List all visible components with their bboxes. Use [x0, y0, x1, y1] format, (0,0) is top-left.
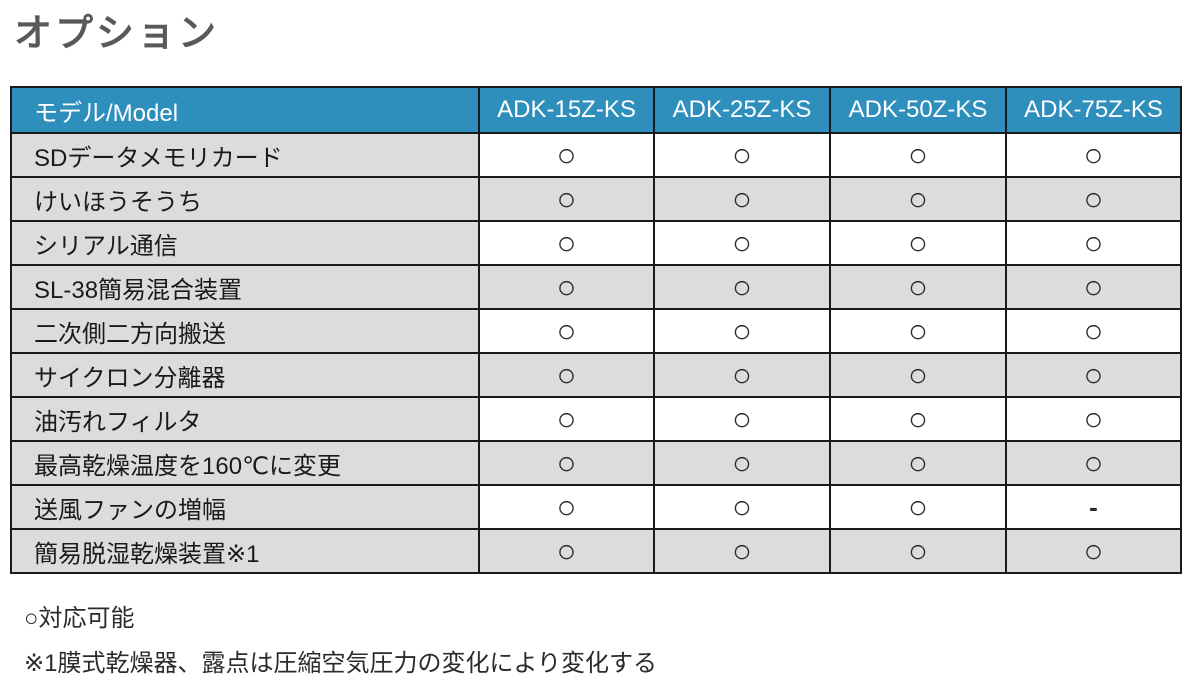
available-circle-mark: ○	[653, 308, 831, 354]
available-circle-mark: ○	[829, 308, 1007, 354]
available-circle-mark: ○	[1005, 220, 1182, 266]
table-row: サイクロン分離器 ○ ○ ○ ○	[10, 352, 1182, 398]
available-circle-mark: ○	[478, 352, 655, 398]
available-circle-mark: ○	[1005, 132, 1182, 178]
option-label: シリアル通信	[10, 220, 480, 266]
option-label: 最高乾燥温度を160℃に変更	[10, 440, 480, 486]
available-circle-mark: ○	[829, 440, 1007, 486]
options-table: モデル/Model ADK-15Z-KS ADK-25Z-KS ADK-50Z-…	[10, 86, 1182, 574]
available-circle-mark: ○	[478, 176, 655, 222]
table-row: 最高乾燥温度を160℃に変更 ○ ○ ○ ○	[10, 440, 1182, 486]
option-label: サイクロン分離器	[10, 352, 480, 398]
option-label: けいほうそうち	[10, 176, 480, 222]
option-label: 簡易脱湿乾燥装置※1	[10, 528, 480, 574]
option-label: SL-38簡易混合装置	[10, 264, 480, 310]
available-circle-mark: ○	[1005, 264, 1182, 310]
legend-available: ○対応可能	[24, 605, 135, 632]
column-header-model: モデル/Model	[10, 86, 480, 134]
available-circle-mark: ○	[478, 308, 655, 354]
legend-footnote-1: ※1膜式乾燥器、露点は圧縮空気圧力の変化により変化する	[24, 650, 657, 677]
available-circle-mark: ○	[829, 132, 1007, 178]
column-header-adk-15z-ks: ADK-15Z-KS	[478, 86, 655, 134]
available-circle-mark: ○	[653, 132, 831, 178]
available-circle-mark: ○	[478, 220, 655, 266]
available-circle-mark: ○	[1005, 396, 1182, 442]
available-circle-mark: ○	[1005, 352, 1182, 398]
available-circle-mark: ○	[653, 220, 831, 266]
available-circle-mark: ○	[653, 264, 831, 310]
table-row: 二次側二方向搬送 ○ ○ ○ ○	[10, 308, 1182, 354]
available-circle-mark: ○	[653, 396, 831, 442]
available-circle-mark: ○	[1005, 528, 1182, 574]
available-circle-mark: ○	[829, 396, 1007, 442]
available-circle-mark: ○	[1005, 440, 1182, 486]
option-label: 送風ファンの増幅	[10, 484, 480, 530]
option-label: 二次側二方向搬送	[10, 308, 480, 354]
available-circle-mark: ○	[653, 176, 831, 222]
option-label: 油汚れフィルタ	[10, 396, 480, 442]
column-header-adk-50z-ks: ADK-50Z-KS	[829, 86, 1007, 134]
table-row: SDデータメモリカード ○ ○ ○ ○	[10, 132, 1182, 178]
available-circle-mark: ○	[478, 396, 655, 442]
available-circle-mark: ○	[653, 484, 831, 530]
available-circle-mark: ○	[1005, 176, 1182, 222]
available-circle-mark: ○	[829, 264, 1007, 310]
available-circle-mark: ○	[829, 528, 1007, 574]
available-circle-mark: ○	[829, 220, 1007, 266]
table-header-row: モデル/Model ADK-15Z-KS ADK-25Z-KS ADK-50Z-…	[10, 86, 1182, 134]
available-circle-mark: ○	[478, 132, 655, 178]
available-circle-mark: ○	[478, 484, 655, 530]
option-label: SDデータメモリカード	[10, 132, 480, 178]
available-circle-mark: ○	[653, 528, 831, 574]
available-circle-mark: ○	[829, 352, 1007, 398]
table-row: 送風ファンの増幅 ○ ○ ○ -	[10, 484, 1182, 530]
available-circle-mark: ○	[478, 528, 655, 574]
table-row: SL-38簡易混合装置 ○ ○ ○ ○	[10, 264, 1182, 310]
column-header-adk-75z-ks: ADK-75Z-KS	[1005, 86, 1182, 134]
option-table-body: SDデータメモリカード ○ ○ ○ ○ けいほうそうち ○ ○ ○ ○ シリアル通信 ○ ○ ○ ○ SL-3…	[10, 132, 1182, 574]
available-circle-mark: ○	[653, 440, 831, 486]
available-circle-mark: ○	[478, 440, 655, 486]
table-row: シリアル通信 ○ ○ ○ ○	[10, 220, 1182, 266]
available-circle-mark: ○	[829, 484, 1007, 530]
column-header-adk-25z-ks: ADK-25Z-KS	[653, 86, 831, 134]
table-row: 簡易脱湿乾燥装置※1 ○ ○ ○ ○	[10, 528, 1182, 574]
not-available-mark: -	[1005, 484, 1182, 530]
available-circle-mark: ○	[653, 352, 831, 398]
table-row: けいほうそうち ○ ○ ○ ○	[10, 176, 1182, 222]
available-circle-mark: ○	[478, 264, 655, 310]
page-title: オプション	[14, 13, 220, 55]
available-circle-mark: ○	[829, 176, 1007, 222]
table-row: 油汚れフィルタ ○ ○ ○ ○	[10, 396, 1182, 442]
available-circle-mark: ○	[1005, 308, 1182, 354]
